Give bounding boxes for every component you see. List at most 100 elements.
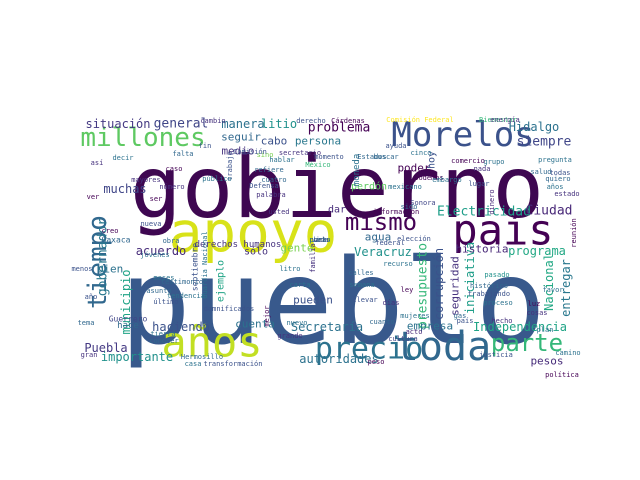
cloud-word: favor	[542, 286, 563, 294]
cloud-word: corrupción	[432, 248, 446, 320]
cloud-word: litro	[279, 265, 300, 273]
cloud-word: seguir	[221, 131, 261, 144]
cloud-word: agua	[365, 231, 392, 244]
cloud-word: justicia	[479, 351, 513, 359]
cloud-word: caso	[166, 165, 183, 173]
cloud-word: poder	[397, 162, 430, 175]
cloud-word: cuanto	[369, 318, 394, 326]
cloud-word: camino	[555, 349, 580, 357]
cloud-word: nada	[474, 165, 491, 173]
cloud-word: moneda	[352, 154, 362, 187]
cloud-word: podemos	[414, 174, 444, 182]
cloud-word: perdón	[351, 181, 387, 193]
cloud-word: luz	[528, 300, 541, 308]
cloud-word: carta	[289, 281, 310, 289]
cloud-word: años	[161, 318, 262, 367]
cloud-word: siempre	[517, 135, 572, 150]
cloud-word: sido	[401, 203, 418, 211]
cloud-word: precio	[315, 332, 423, 367]
cloud-word: casa	[185, 360, 202, 368]
cloud-word: seguridad	[449, 256, 462, 316]
cloud-word: hecho	[491, 317, 512, 325]
cloud-word: Veracruz	[354, 245, 412, 259]
cloud-word: hoy	[427, 151, 438, 169]
cloud-word: llevar	[352, 296, 377, 304]
cloud-word: gran	[81, 351, 98, 359]
cloud-word: ser	[150, 195, 163, 203]
cloud-word: septiembre	[191, 243, 200, 291]
cloud-word: pueden	[293, 294, 333, 307]
cloud-word: recurso	[383, 260, 413, 268]
cloud-word: cuenta	[235, 318, 275, 331]
cloud-word: situación	[85, 117, 150, 131]
cloud-word: gente	[280, 242, 313, 255]
cloud-word: pesos	[530, 355, 563, 368]
cloud-word: política	[545, 371, 579, 379]
cloud-word: histórico	[470, 282, 508, 290]
cloud-word: ver	[87, 193, 100, 201]
cloud-word: Ciudad	[526, 204, 573, 219]
cloud-word: autoridades	[299, 352, 378, 366]
cloud-word: hablar	[269, 156, 294, 164]
cloud-word: persona	[295, 135, 341, 148]
cloud-word: manera	[221, 117, 264, 131]
cloud-word: haciendo	[152, 320, 210, 334]
cloud-word: millones	[80, 123, 205, 153]
cloud-word: así	[91, 159, 104, 167]
cloud-word: días	[383, 299, 400, 307]
cloud-word: quiero	[545, 175, 570, 183]
cloud-word: palabra	[256, 191, 286, 199]
cloud-word: iniciativa	[463, 242, 477, 314]
cloud-word: Guardia Nacional	[201, 231, 209, 298]
cloud-word: general	[154, 117, 209, 132]
cloud-word: testimonio	[161, 278, 203, 286]
cloud-words: pueblogobiernoMorelosapoyotodaañospaíspr…	[71, 115, 580, 379]
cloud-word: creo	[102, 227, 119, 235]
cloud-word: medio	[221, 145, 254, 158]
cloud-word: punto	[309, 236, 330, 244]
cloud-word: Puebla	[84, 341, 127, 355]
cloud-word: vida	[312, 236, 329, 244]
cloud-word: grande	[277, 332, 302, 340]
cloud-word: lugar	[468, 180, 489, 188]
cloud-word: plan	[537, 326, 554, 334]
cloud-word: ejemplo	[216, 260, 227, 302]
cloud-word: trabajo	[226, 151, 234, 181]
cloud-word: historia	[456, 243, 509, 256]
cloud-word: Defensa	[249, 182, 279, 190]
cloud-word: cambio	[200, 117, 225, 125]
cloud-word: número	[159, 183, 184, 191]
cloud-word: mejor	[263, 305, 271, 326]
cloud-word: cuatro	[261, 176, 286, 184]
cloud-word: gas	[454, 312, 467, 320]
cloud-word: meses	[153, 274, 174, 282]
cloud-word: obra	[163, 237, 180, 245]
cloud-word: comercio	[451, 157, 485, 165]
cloud-word: dar	[328, 205, 346, 216]
cloud-word: tierra	[150, 330, 175, 338]
cloud-word: problema	[308, 121, 371, 136]
cloud-word: pueblo	[120, 233, 546, 371]
cloud-word: conocer	[149, 337, 179, 345]
cloud-word: México	[305, 161, 330, 169]
cloud-word: entregar	[559, 259, 573, 317]
cloud-word: Sonora	[410, 199, 435, 207]
cloud-word: pasado	[484, 271, 509, 279]
cloud-word: tema	[78, 319, 95, 327]
cloud-word: bien	[97, 263, 124, 276]
cloud-word: mismo	[345, 208, 417, 236]
cloud-word: información	[373, 208, 419, 216]
cloud-word: menos	[71, 265, 92, 273]
cloud-word: sino	[257, 151, 274, 159]
cloud-word: toda	[395, 324, 491, 370]
cloud-word: Comisión Federal	[386, 116, 453, 124]
cloud-word: derecho	[296, 117, 326, 125]
cloud-word: año	[85, 293, 98, 301]
cloud-word: nueva	[140, 220, 161, 228]
cloud-word: asunto	[146, 287, 171, 295]
cloud-word: proceso	[483, 299, 513, 307]
cloud-word: dinero	[488, 189, 496, 214]
cloud-word: país	[452, 206, 553, 255]
cloud-word: público	[202, 175, 232, 183]
